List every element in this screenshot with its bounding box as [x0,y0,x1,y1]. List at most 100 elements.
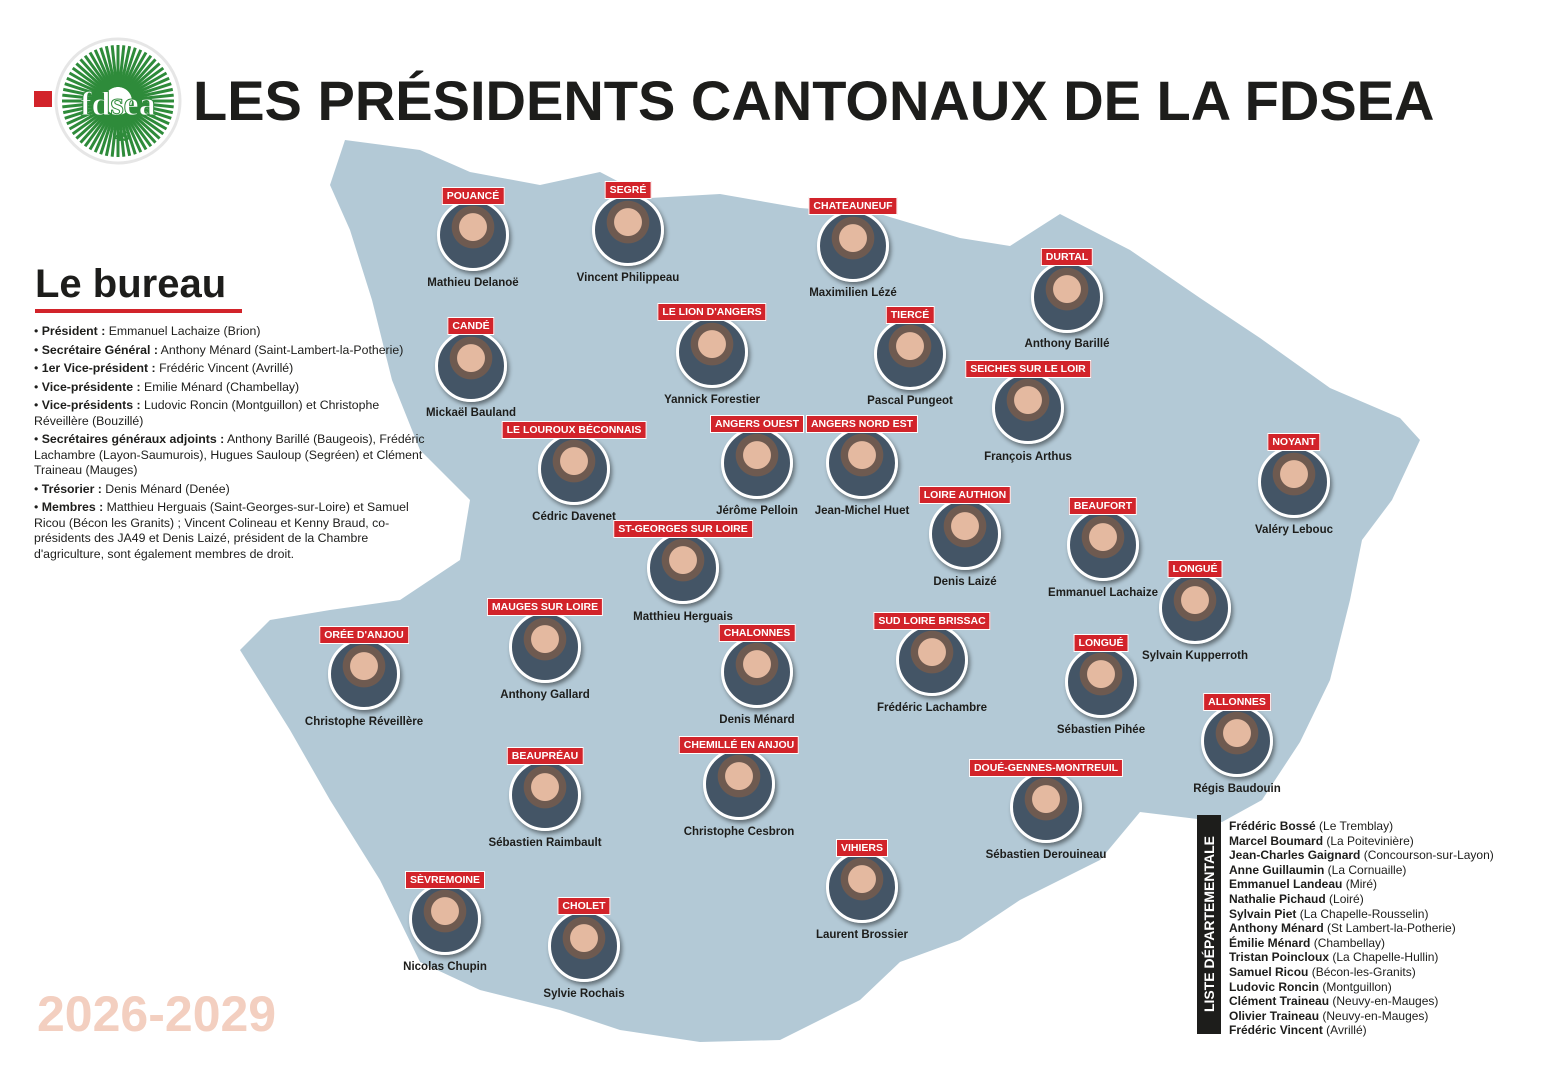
member-name: Samuel Ricou [1229,964,1309,979]
liste-departementale: Frédéric Bossé (Le Tremblay) Marcel Bouma… [1229,819,1494,1038]
president-photo [992,372,1064,444]
president-photo [874,318,946,390]
president-photo [1258,446,1330,518]
president-photo [1159,572,1231,644]
member-place: (Le Tremblay) [1315,819,1394,833]
bureau-item: • 1er Vice-président : Frédéric Vincent … [34,361,294,375]
president-name: Jérôme Pelloin [716,505,798,517]
president-name: François Arthus [984,451,1072,463]
liste-member: Marcel Boumard (La Poitevinière) [1229,834,1494,849]
president-photo [538,433,610,505]
bureau-member: Emilie Ménard (Chambellay) [140,379,300,394]
canton-tag: CHALONNES [718,624,796,642]
logo-text: fdsea [80,86,156,123]
president-name: Nicolas Chupin [403,961,487,973]
member-name: Frédéric Vincent [1229,1023,1323,1038]
president-photo [328,638,400,710]
liste-member: Ludovic Roncin (Montguillon) [1229,980,1494,995]
liste-member: Frédéric Vincent (Avrillé) [1229,1023,1494,1038]
canton-tag: SUD LOIRE BRISSAC [873,612,991,630]
president-name: Anthony Gallard [500,689,590,701]
president-name: Sylvie Rochais [543,988,625,1000]
member-place: (Neuvy-en-Mauges) [1319,1008,1429,1023]
canton-tag: ANGERS NORD EST [805,415,919,433]
bureau-item: • Vice-présidents : Ludovic Roncin (Mont… [34,398,380,428]
canton-tag: DOUÉ-GENNES-MONTREUIL [968,759,1124,777]
canton-tag: LOIRE AUTHION [918,486,1012,504]
member-name: Tristan Poincloux [1229,950,1330,965]
bureau-role: Secrétaire Général : [41,342,158,357]
president-photo [1010,771,1082,843]
member-name: Olivier Traineau [1229,1008,1320,1023]
president-name: Régis Baudouin [1193,783,1281,795]
canton-tag: NOYANT [1267,433,1321,451]
president-photo [437,199,509,271]
liste-member: Sylvain Piet (La Chapelle-Rousselin) [1229,907,1494,922]
member-place: (Concourson-sur-Layon) [1360,848,1494,863]
liste-member: Frédéric Bossé (Le Tremblay) [1229,819,1494,834]
liste-member: Tristan Poincloux (La Chapelle-Hullin) [1229,950,1494,965]
president-name: Maximilien Lézé [809,287,897,299]
bureau-member: Emmanuel Lachaize (Brion) [105,324,261,338]
member-place: (Chambellay) [1310,935,1386,950]
president-name: Sébastien Derouineau [985,849,1107,861]
bureau-role: Secrétaires généraux adjoints : [41,432,225,446]
bureau-role: 1er Vice-président : [41,361,156,375]
president-photo [826,427,898,499]
member-name: Clément Traineau [1229,994,1330,1009]
member-name: Anne Guillaumin [1229,862,1325,877]
president-photo [509,759,581,831]
bureau-item: • Secrétaires généraux adjoints : Anthon… [34,432,425,477]
president-photo [1065,646,1137,718]
canton-tag: CANDÉ [447,317,495,335]
bureau-member: Anthony Barillé (Baugeois), Frédéric Lac… [34,432,425,477]
president-name: Sylvain Kupperroth [1141,650,1249,662]
bureau-member: Matthieu Herguais (Saint-Georges-sur-Loi… [34,500,409,561]
member-place: (Miré) [1342,877,1378,892]
member-place: (La Cornuaille) [1324,862,1407,877]
president-name: Cédric Davenet [532,511,616,523]
canton-tag: SÈVREMOINE [404,871,486,889]
president-photo [1031,261,1103,333]
liste-member: Anthony Ménard (St Lambert-la-Potherie) [1229,921,1494,936]
bureau-list: • Président : Emmanuel Lachaize (Brion) •… [34,324,434,565]
president-name: Laurent Brossier [815,929,909,941]
president-photo [548,910,620,982]
president-photo [826,851,898,923]
canton-tag: ALLONNES [1203,693,1271,711]
canton-tag: TIERCÉ [885,306,935,324]
member-place: (St Lambert-la-Potherie) [1323,921,1456,936]
member-name: Emmanuel Landeau [1229,877,1343,892]
bureau-member: Ludovic Roncin (Montguillon) et Christop… [34,398,380,428]
bureau-role: Trésorier : [41,481,102,496]
president-name: Mathieu Delanoë [427,277,519,289]
logo-number: 49 [114,128,130,144]
canton-tag: LONGUÉ [1073,634,1129,652]
president-name: Yannick Forestier [664,394,760,406]
president-photo [676,316,748,388]
member-place: (La Chapelle-Hullin) [1329,950,1439,965]
bureau-role: Vice-présidents : [41,398,141,412]
president-name: Denis Laizé [933,576,997,588]
bureau-item: • Trésorier : Denis Ménard (Denée) [34,481,230,496]
canton-tag: DURTAL [1040,248,1094,266]
liste-member: Émilie Ménard (Chambellay) [1229,936,1494,951]
canton-tag: CHEMILLÉ EN ANJOU [678,736,800,754]
member-place: (Avrillé) [1322,1023,1367,1038]
liste-member: Clément Traineau (Neuvy-en-Mauges) [1229,994,1494,1009]
canton-tag: CHOLET [557,897,611,915]
canton-tag: LE LOUROUX BÉCONNAIS [501,421,647,439]
member-name: Marcel Boumard [1229,833,1324,848]
president-name: Pascal Pungeot [867,395,953,407]
president-name: Denis Ménard [719,714,795,726]
president-name: Christophe Réveillère [304,716,424,728]
member-name: Frédéric Bossé [1229,819,1316,833]
canton-tag: SEGRÉ [604,181,652,199]
president-photo [409,883,481,955]
president-name: Anthony Barillé [1024,338,1110,350]
member-name: Anthony Ménard [1229,921,1324,936]
member-place: (La Chapelle-Rousselin) [1296,906,1429,921]
member-place: (Loiré) [1325,891,1364,906]
canton-tag: ST-GEORGES SUR LOIRE [613,520,753,538]
